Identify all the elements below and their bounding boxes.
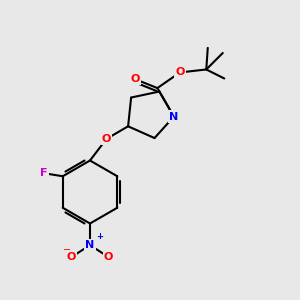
Text: −: − [63,244,71,255]
Text: O: O [130,74,140,84]
Text: N: N [85,240,94,250]
Text: O: O [175,68,184,77]
Text: N: N [169,112,178,122]
Text: O: O [67,252,76,262]
Text: +: + [96,232,103,241]
Text: F: F [40,168,48,178]
Text: O: O [102,134,111,144]
Text: O: O [104,252,113,262]
